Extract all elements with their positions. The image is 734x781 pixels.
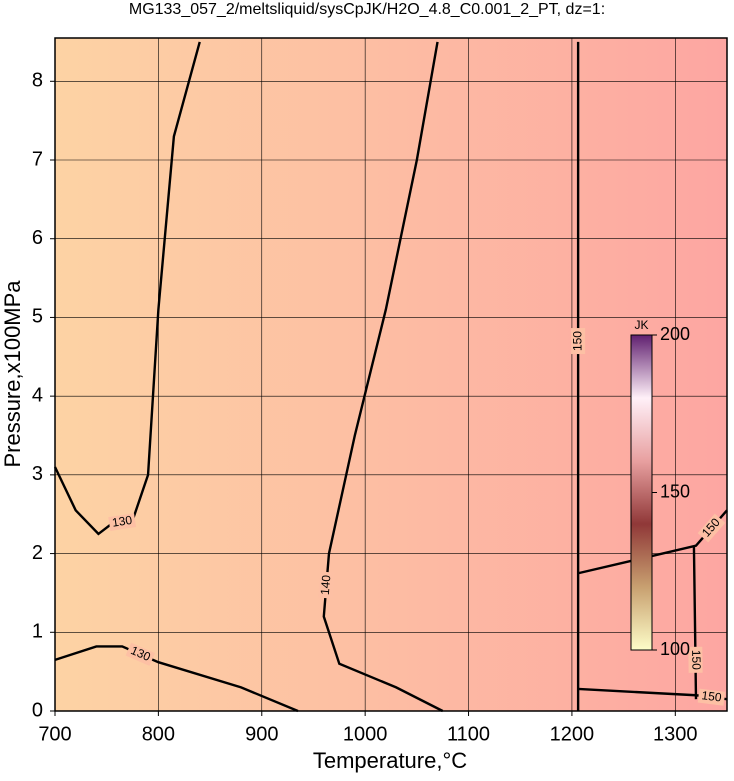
contour-line	[692, 545, 698, 700]
x-tick-label: 1000	[343, 723, 388, 745]
y-tick-label: 3	[32, 463, 43, 485]
contour-label-group: 130	[108, 513, 137, 531]
y-tick-label: 6	[32, 227, 43, 249]
contour-label-bg	[688, 646, 703, 673]
colorbar-tick-label: 100	[660, 639, 690, 659]
x-tick-label: 1100	[447, 723, 490, 745]
colorbar-label: JK	[634, 318, 648, 332]
y-tick-label: 4	[32, 384, 43, 406]
y-tick-label: 5	[32, 306, 43, 328]
plot-background	[55, 38, 727, 711]
x-tick-label: 1200	[550, 723, 595, 745]
contour-label: 130	[111, 513, 133, 530]
contour-label-group: 150	[688, 646, 703, 673]
colorbar	[630, 334, 653, 651]
x-tick-label: 800	[142, 723, 175, 745]
colorbar-tick-label: 200	[660, 324, 690, 344]
x-axis-label: Temperature,°C	[313, 748, 467, 773]
y-tick-label: 1	[32, 621, 43, 643]
chart-title: MG133_057_2/meltsliquid/sysCpJK/H2O_4.8_…	[129, 1, 605, 18]
contour-label-bg	[125, 642, 156, 666]
contour-label-bg	[697, 513, 726, 543]
contour-label-group: 140	[318, 571, 335, 599]
contour-label: 140	[318, 574, 334, 595]
contour-label-group: 130	[125, 642, 156, 666]
colorbar-tick-label: 150	[660, 481, 690, 501]
x-tick-label: 1300	[653, 723, 698, 745]
contour-label-group: 150	[570, 328, 586, 355]
contour-label-group: 150	[697, 688, 726, 706]
x-tick-label: 700	[38, 723, 71, 745]
contour-label: 150	[689, 650, 703, 671]
y-tick-label: 8	[32, 70, 43, 92]
plot-frame	[54, 37, 728, 712]
y-axis-label: Pressure,x100MPa	[0, 280, 25, 468]
contour-label: 150	[701, 688, 723, 704]
contour-label-bg	[571, 328, 586, 355]
y-tick-label: 7	[32, 148, 43, 170]
y-tick-label: 0	[32, 699, 43, 721]
contour-label-bg	[318, 571, 335, 599]
contour-line	[322, 41, 444, 713]
x-tick-label: 900	[245, 723, 278, 745]
contour-label-bg	[108, 513, 137, 531]
contour-label: 150	[570, 331, 584, 351]
contour-label-bg	[697, 688, 726, 706]
y-tick-label: 2	[32, 542, 43, 564]
